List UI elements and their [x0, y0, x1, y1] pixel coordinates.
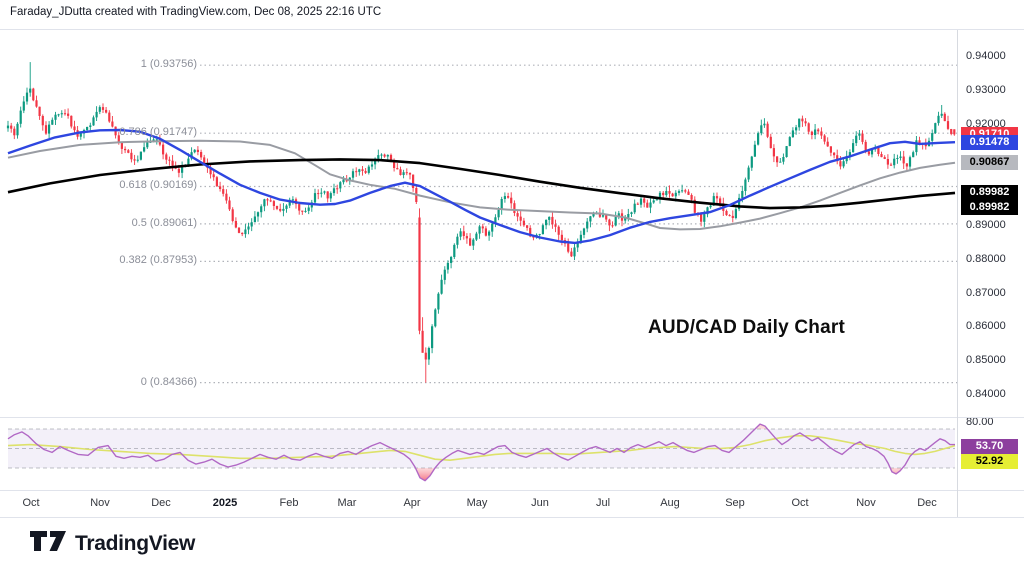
- month-label: Mar: [337, 497, 357, 509]
- month-label: Apr: [403, 497, 421, 509]
- month-label: Sep: [725, 497, 745, 509]
- axis-divider: [957, 30, 958, 517]
- month-label: Dec: [151, 497, 171, 509]
- tradingview-logo-icon: [30, 530, 66, 557]
- price-tick-label: 0.88000: [966, 252, 1006, 265]
- ma-value-badge: 0.89982: [961, 200, 1018, 216]
- rsi-pane[interactable]: [8, 418, 955, 490]
- fib-label: 0 (0.84366): [140, 375, 197, 388]
- month-label: Oct: [22, 497, 40, 509]
- month-label: Oct: [791, 497, 809, 509]
- month-label: May: [466, 497, 488, 509]
- rsi-value-badge: 52.92: [961, 454, 1018, 469]
- month-label: Dec: [917, 497, 937, 509]
- tradingview-link[interactable]: TradingView: [30, 530, 195, 557]
- month-label: Jun: [531, 497, 549, 509]
- price-tick-label: 0.86000: [966, 320, 1006, 333]
- frame-bottom-divider: [0, 517, 1024, 518]
- fib-label: 0.618 (0.90169): [119, 179, 197, 192]
- month-label: Jul: [595, 497, 611, 509]
- price-tick-label: 0.93000: [966, 83, 1006, 96]
- price-tick-label: 0.89000: [966, 219, 1006, 231]
- rsi-value-badge: 53.70: [961, 439, 1018, 454]
- ma-value-badge: 0.90867: [961, 155, 1018, 171]
- month-label: 2025: [212, 497, 238, 509]
- rsi-axis-divider: [0, 490, 1024, 491]
- ma-value-badge: 0.91478: [961, 134, 1018, 150]
- price-tick-label: 0.85000: [966, 354, 1006, 367]
- month-label: Nov: [856, 497, 876, 509]
- price-tick-label: 0.84000: [966, 388, 1006, 400]
- month-label: Feb: [279, 497, 299, 509]
- fib-label: 0.382 (0.87953): [119, 254, 197, 267]
- price-tick-label: 0.92000: [966, 117, 1006, 130]
- brand-name: TradingView: [75, 531, 196, 555]
- attribution-text: Faraday_JDutta created with TradingView.…: [10, 6, 382, 18]
- month-label: Nov: [90, 497, 110, 509]
- header-divider: [0, 29, 1024, 30]
- chart-annotation: AUD/CAD Daily Chart: [648, 317, 845, 338]
- fib-label: 0.786 (0.91747): [119, 126, 197, 139]
- ma-value-badge: 0.89982: [961, 185, 1018, 201]
- pane-divider: [0, 417, 1024, 418]
- price-tick-label: 0.87000: [966, 286, 1006, 299]
- fib-label: 0.5 (0.89061): [131, 216, 197, 229]
- month-label: Aug: [660, 497, 680, 509]
- fib-label: 1 (0.93756): [140, 58, 197, 71]
- price-tick-label: 0.94000: [966, 50, 1006, 62]
- rsi-tick-label: 80.00: [966, 416, 994, 428]
